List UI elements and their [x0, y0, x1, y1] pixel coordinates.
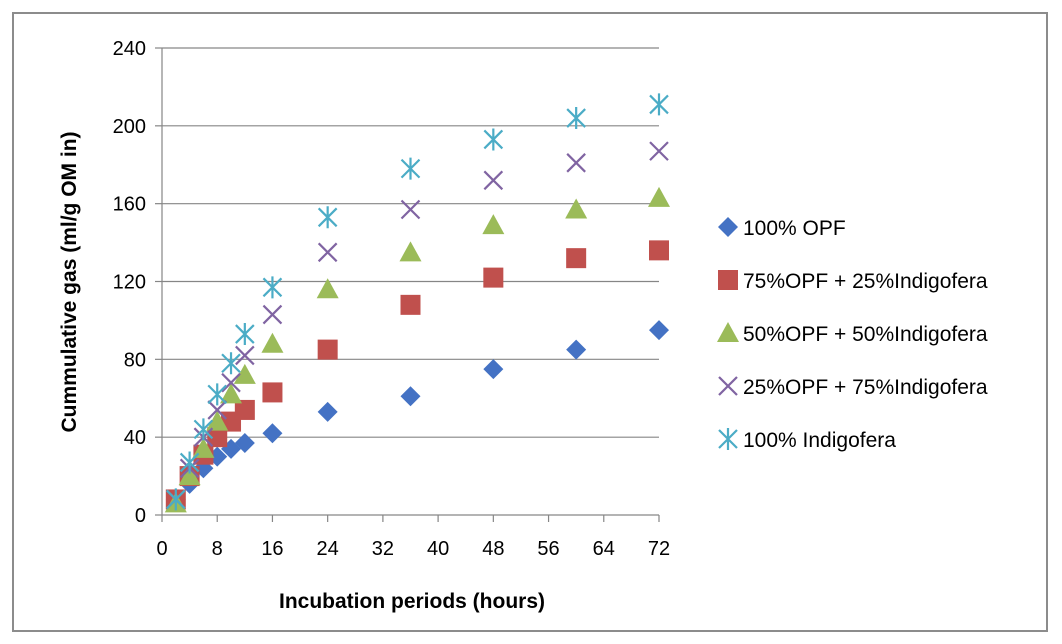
data-point — [221, 372, 241, 393]
legend-label: 25%OPF + 75%Indigofera — [743, 376, 988, 399]
data-point — [166, 488, 186, 511]
x-tick-label: 64 — [593, 538, 615, 560]
legend-item: 100% OPF — [718, 217, 846, 240]
data-point — [207, 383, 227, 406]
data-point — [207, 427, 228, 448]
data-point — [566, 248, 587, 269]
y-tick-label: 0 — [135, 505, 146, 527]
data-point — [648, 186, 670, 207]
y-axis-title: Cummulative gas (ml/g OM in) — [58, 131, 81, 432]
data-point — [234, 399, 255, 420]
data-point — [262, 423, 283, 444]
series-triangle-points — [164, 186, 670, 513]
data-point — [482, 214, 505, 235]
y-tick-label: 40 — [124, 427, 146, 449]
data-point — [400, 386, 421, 407]
data-point — [483, 170, 504, 191]
data-point — [649, 141, 669, 161]
legend-item: 100% Indigofera — [718, 428, 896, 452]
data-point — [400, 199, 421, 220]
axes — [155, 47, 660, 522]
legend-marker — [718, 428, 738, 450]
legend-item: 25%OPF + 75%Indigofera — [718, 376, 988, 399]
legend-marker — [717, 322, 739, 342]
data-point — [483, 267, 504, 288]
x-tick-label: 48 — [482, 538, 504, 560]
legend-marker — [718, 217, 738, 237]
y-tick-label: 80 — [124, 349, 146, 371]
data-point — [483, 128, 504, 151]
y-tick-label: 240 — [113, 38, 146, 60]
data-point — [179, 451, 200, 474]
data-points — [164, 93, 670, 513]
data-point — [400, 157, 421, 180]
x-tick-label: 56 — [537, 538, 559, 560]
chart-frame — [12, 12, 1048, 632]
legend-marker — [718, 376, 738, 396]
data-point — [235, 323, 255, 346]
data-point — [220, 383, 243, 404]
data-point — [649, 93, 669, 116]
data-point — [193, 418, 214, 441]
y-tick-labels: 0 40 80 120 160 200 240 — [113, 38, 146, 527]
x-tick-label: 32 — [372, 538, 394, 560]
data-point — [206, 410, 229, 431]
x-tick-labels: 0 8 16 24 32 40 48 56 64 72 — [156, 538, 670, 560]
data-point — [565, 198, 588, 219]
legend: 100% OPF 75%OPF + 25%Indigofera 50%OPF + 5… — [717, 217, 988, 452]
data-point — [649, 320, 669, 341]
series-star-points — [166, 93, 669, 511]
data-point — [316, 278, 339, 299]
data-point — [207, 400, 227, 420]
data-point — [221, 352, 241, 375]
x-tick-label: 16 — [261, 538, 283, 560]
data-point — [317, 206, 338, 229]
x-tick-label: 8 — [212, 538, 223, 560]
data-point — [649, 240, 669, 261]
data-point — [399, 241, 422, 262]
data-point — [483, 359, 504, 380]
data-point — [261, 332, 284, 353]
data-point — [400, 294, 421, 315]
y-tick-label: 120 — [113, 272, 146, 294]
legend-item: 75%OPF + 25%Indigofera — [718, 270, 988, 293]
legend-label: 75%OPF + 25%Indigofera — [743, 270, 988, 293]
legend-item: 50%OPF + 50%Indigofera — [717, 322, 988, 346]
x-tick-label: 24 — [317, 538, 339, 560]
legend-marker — [718, 270, 738, 290]
data-point — [262, 382, 283, 403]
data-point — [566, 153, 586, 173]
data-point — [234, 433, 255, 454]
x-axis-title: Incubation periods (hours) — [279, 590, 545, 613]
x-tick-label: 72 — [648, 538, 670, 560]
data-point — [262, 276, 283, 299]
x-tick-label: 40 — [427, 538, 449, 560]
data-point — [233, 363, 256, 384]
y-tick-label: 200 — [113, 116, 146, 138]
data-point — [566, 339, 587, 360]
data-point — [317, 339, 338, 360]
data-point — [178, 465, 201, 486]
legend-label: 100% OPF — [743, 217, 846, 240]
y-tick-label: 160 — [113, 194, 146, 216]
series-x-points — [166, 141, 669, 510]
x-tick-label: 0 — [156, 538, 167, 560]
data-point — [566, 107, 586, 130]
data-point — [317, 242, 338, 263]
data-point — [262, 304, 283, 325]
legend-label: 100% Indigofera — [743, 429, 896, 452]
legend-label: 50%OPF + 50%Indigofera — [743, 323, 988, 346]
data-point — [317, 401, 338, 422]
data-point — [235, 345, 255, 366]
